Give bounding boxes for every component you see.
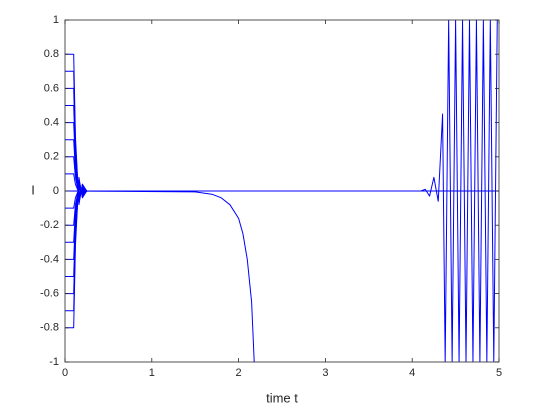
x-tick-label: 3 <box>322 367 328 379</box>
y-tick-label: -0.8 <box>40 322 59 334</box>
lines <box>65 20 499 362</box>
x-tick-label: 1 <box>149 367 155 379</box>
y-tick-label: 0.2 <box>44 151 59 163</box>
y-axis-label: I <box>31 182 35 197</box>
y-tick-label: -1 <box>49 356 59 368</box>
y-tick-label: -0.4 <box>40 253 59 265</box>
line <box>65 190 255 362</box>
x-tick-label: 4 <box>409 367 415 379</box>
y-tick-label: 0.8 <box>44 48 59 60</box>
x-tick-label: 2 <box>236 367 242 379</box>
y-tick-label: 0.4 <box>44 117 59 129</box>
y-tick-label: -0.6 <box>40 288 59 300</box>
line <box>65 20 498 362</box>
y-tick-label: -0.2 <box>40 219 59 231</box>
y-tick-label: 1 <box>53 14 59 26</box>
x-axis-label: time t <box>266 390 298 405</box>
y-tick-label: 0 <box>53 185 59 197</box>
x-tick-label: 5 <box>496 367 502 379</box>
x-tick-label: 0 <box>62 367 68 379</box>
y-tick-label: 0.6 <box>44 82 59 94</box>
